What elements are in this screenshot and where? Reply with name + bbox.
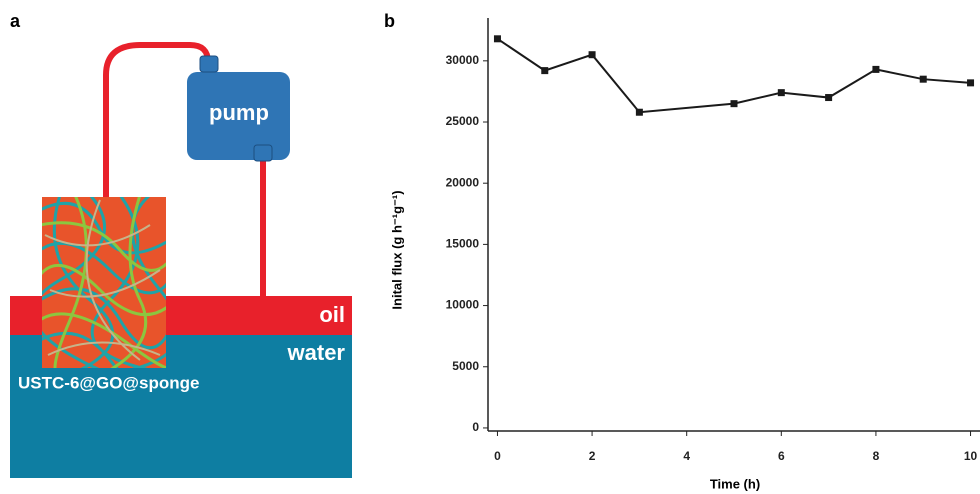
pump-port xyxy=(199,55,219,73)
sponge-label: USTC-6@GO@sponge xyxy=(18,373,199,392)
y-tick-label: 30000 xyxy=(446,53,480,67)
data-point xyxy=(588,51,596,59)
data-point xyxy=(919,75,927,83)
y-tick-label: 5000 xyxy=(452,359,479,373)
y-tick-label: 0 xyxy=(472,420,479,434)
pump-label: pump xyxy=(209,100,269,125)
data-point xyxy=(541,67,549,75)
pipe xyxy=(103,42,211,250)
x-tick-label: 10 xyxy=(964,449,978,463)
data-point xyxy=(493,35,501,43)
x-tick-label: 6 xyxy=(778,449,785,463)
data-point xyxy=(825,94,833,102)
pump-port xyxy=(253,144,273,162)
data-point xyxy=(872,65,880,73)
x-axis-label: Time (h) xyxy=(710,476,760,491)
pump-body xyxy=(187,72,290,160)
sponge xyxy=(42,197,166,368)
y-tick-label: 15000 xyxy=(446,237,480,251)
data-line xyxy=(496,37,971,114)
water-label: water xyxy=(287,340,346,365)
y-axis-label: Inital flux (g h⁻¹g⁻¹) xyxy=(389,190,404,309)
data-point xyxy=(777,89,785,97)
panel-label: b xyxy=(384,11,395,31)
y-tick-label: 20000 xyxy=(446,175,480,189)
y-tick-label: 25000 xyxy=(446,114,480,128)
data-point xyxy=(730,100,738,108)
x-tick-label: 8 xyxy=(873,449,880,463)
data-point xyxy=(967,79,975,87)
x-tick-label: 4 xyxy=(683,449,690,463)
data-point xyxy=(635,108,643,116)
y-tick-label: 10000 xyxy=(446,298,480,312)
oil-label: oil xyxy=(319,302,345,327)
panel-label: a xyxy=(10,11,21,31)
x-tick-label: 0 xyxy=(494,449,501,463)
x-tick-label: 2 xyxy=(589,449,596,463)
